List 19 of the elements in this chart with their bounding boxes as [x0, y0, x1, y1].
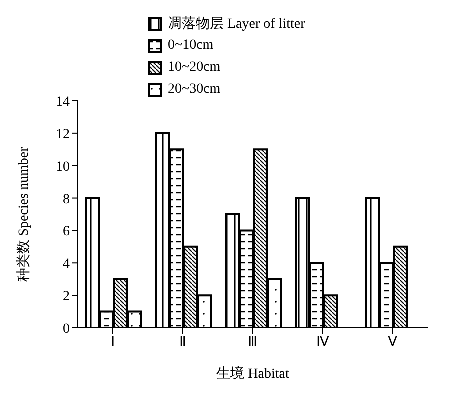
y-axis-title: 种类数 Species number: [16, 146, 32, 282]
legend-label: 20~30cm: [168, 82, 221, 98]
x-tick-label: Ⅱ: [180, 334, 186, 350]
x-axis-title: 生境 Habitat: [216, 366, 290, 382]
y-tick-label: 10: [56, 160, 70, 175]
x-tick-label: Ⅲ: [248, 334, 258, 350]
legend-label: 凋落物层 Layer of litter: [168, 16, 306, 33]
x-tick-label: Ⅴ: [388, 334, 398, 350]
y-tick-label: 0: [63, 322, 70, 337]
y-tick-label: 8: [63, 192, 70, 208]
y-tick-label: 6: [63, 224, 70, 240]
y-tick-label: 12: [56, 127, 70, 142]
x-tick-label: Ⅳ: [316, 334, 330, 350]
legend-label: 0~10cm: [168, 38, 214, 54]
y-tick-label: 14: [56, 94, 70, 110]
x-tick-label: Ⅰ: [111, 334, 115, 350]
y-tick-label: 2: [63, 290, 70, 305]
y-tick-label: 4: [63, 257, 70, 272]
legend-label: 10~20cm: [168, 60, 221, 76]
